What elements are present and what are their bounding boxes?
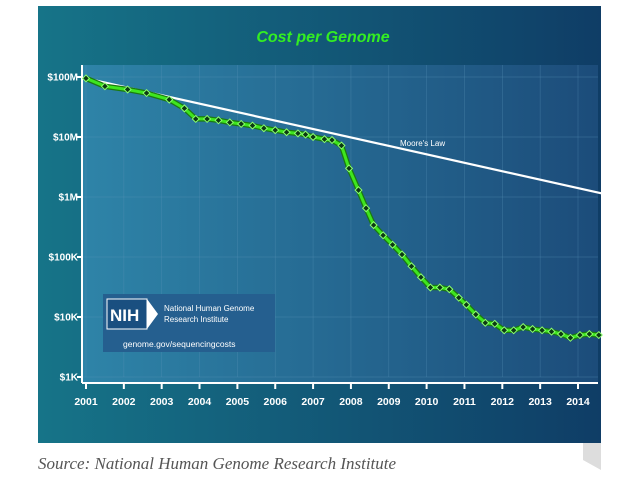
cost-data-point bbox=[180, 104, 189, 113]
y-tick-label: $100K bbox=[49, 253, 79, 264]
cost-data-point bbox=[407, 262, 416, 271]
cost-data-point bbox=[259, 124, 268, 133]
cost-data-point bbox=[271, 126, 280, 135]
cost-data-point bbox=[354, 186, 363, 195]
x-tick-label: 2014 bbox=[566, 396, 590, 408]
cost-data-point bbox=[462, 300, 471, 309]
nih-logo-block: NIH National Human Genome Research Insti… bbox=[103, 294, 275, 352]
series-layer bbox=[81, 74, 613, 342]
chart-title: Cost per Genome bbox=[256, 29, 389, 46]
cost-data-point bbox=[191, 114, 200, 124]
cost-data-point bbox=[248, 121, 257, 130]
nih-logo-arrow-icon bbox=[147, 299, 158, 329]
x-tick-label: 2012 bbox=[491, 396, 515, 408]
y-axis: $100M $10M $1M $100K $10K $1K bbox=[47, 65, 83, 384]
nih-url: genome.gov/sequencingcosts bbox=[123, 339, 235, 349]
nih-name-line2: Research Institute bbox=[164, 315, 229, 324]
x-tick-label: 2008 bbox=[339, 396, 363, 408]
cost-data-point bbox=[123, 85, 132, 94]
x-tick-label: 2003 bbox=[150, 396, 174, 408]
cost-data-point bbox=[594, 330, 603, 340]
cost-data-point bbox=[435, 283, 444, 292]
cost-data-point bbox=[369, 221, 378, 230]
nih-name-line1: National Human Genome bbox=[164, 304, 255, 313]
cost-data-point bbox=[426, 283, 435, 292]
cost-data-point bbox=[361, 204, 371, 213]
cost-data-point bbox=[301, 130, 310, 139]
cost-data-point bbox=[566, 333, 575, 342]
y-tick-label: $1K bbox=[60, 373, 79, 384]
cost-data-point bbox=[214, 116, 223, 125]
cost-data-point bbox=[203, 114, 212, 124]
cost-data-point bbox=[509, 326, 518, 335]
x-tick-label: 2009 bbox=[377, 396, 401, 408]
page-corner bbox=[583, 443, 601, 470]
x-tick-label: 2006 bbox=[264, 396, 288, 408]
cost-data-point bbox=[416, 273, 426, 282]
x-tick-label: 2001 bbox=[74, 396, 98, 408]
cost-data-point bbox=[471, 310, 480, 319]
y-tick-label: $10M bbox=[53, 133, 78, 144]
x-tick-label: 2005 bbox=[226, 396, 250, 408]
cost-data-point bbox=[575, 330, 584, 340]
cost-data-point bbox=[293, 129, 303, 138]
source-caption: Source: National Human Genome Research I… bbox=[38, 454, 396, 473]
cost-data-point bbox=[337, 141, 346, 150]
x-axis: 2001 2002 2003 2004 2005 2006 2007 2008 2009 2010… bbox=[74, 382, 598, 408]
x-tick-label: 2002 bbox=[112, 396, 136, 408]
cost-data-point bbox=[327, 135, 337, 145]
cost-data-point bbox=[537, 326, 547, 335]
cost-data-point bbox=[142, 88, 151, 98]
cost-data-point bbox=[500, 326, 509, 335]
cost-data-point bbox=[490, 319, 499, 328]
x-tick-label: 2007 bbox=[301, 396, 325, 408]
nih-acronym: NIH bbox=[110, 306, 139, 325]
cost-data-point bbox=[320, 135, 329, 144]
x-tick-label: 2013 bbox=[528, 396, 552, 408]
cost-data-point bbox=[519, 322, 528, 332]
cost-data-point bbox=[344, 164, 354, 173]
cost-data-point bbox=[237, 119, 246, 129]
cost-data-point bbox=[378, 231, 388, 240]
cost-data-point bbox=[100, 82, 110, 91]
cost-data-point bbox=[282, 128, 291, 137]
cost-data-point bbox=[481, 318, 490, 327]
cost-data-point bbox=[225, 118, 234, 127]
cost-data-point bbox=[165, 95, 174, 104]
cost-data-point bbox=[445, 285, 454, 294]
x-tick-label: 2011 bbox=[453, 396, 476, 408]
x-tick-label: 2010 bbox=[415, 396, 439, 408]
y-tick-label: $1M bbox=[59, 193, 78, 204]
y-tick-label: $100M bbox=[47, 73, 78, 84]
cost-data-point bbox=[388, 240, 397, 249]
cost-data-point bbox=[397, 250, 407, 259]
moores-law-label: Moore's Law bbox=[400, 139, 445, 148]
cost-data-point bbox=[308, 132, 318, 142]
cost-data-point bbox=[547, 327, 556, 336]
cost-data-point bbox=[556, 329, 566, 339]
cost-data-point bbox=[585, 329, 594, 339]
cost-data-point bbox=[528, 324, 537, 334]
cost-data-point bbox=[454, 293, 463, 302]
cost-data-point bbox=[81, 74, 91, 83]
nih-logo-mark bbox=[106, 298, 148, 330]
y-tick-label: $10K bbox=[54, 313, 79, 324]
moores-law-line bbox=[85, 77, 613, 197]
x-tick-label: 2004 bbox=[188, 396, 212, 408]
